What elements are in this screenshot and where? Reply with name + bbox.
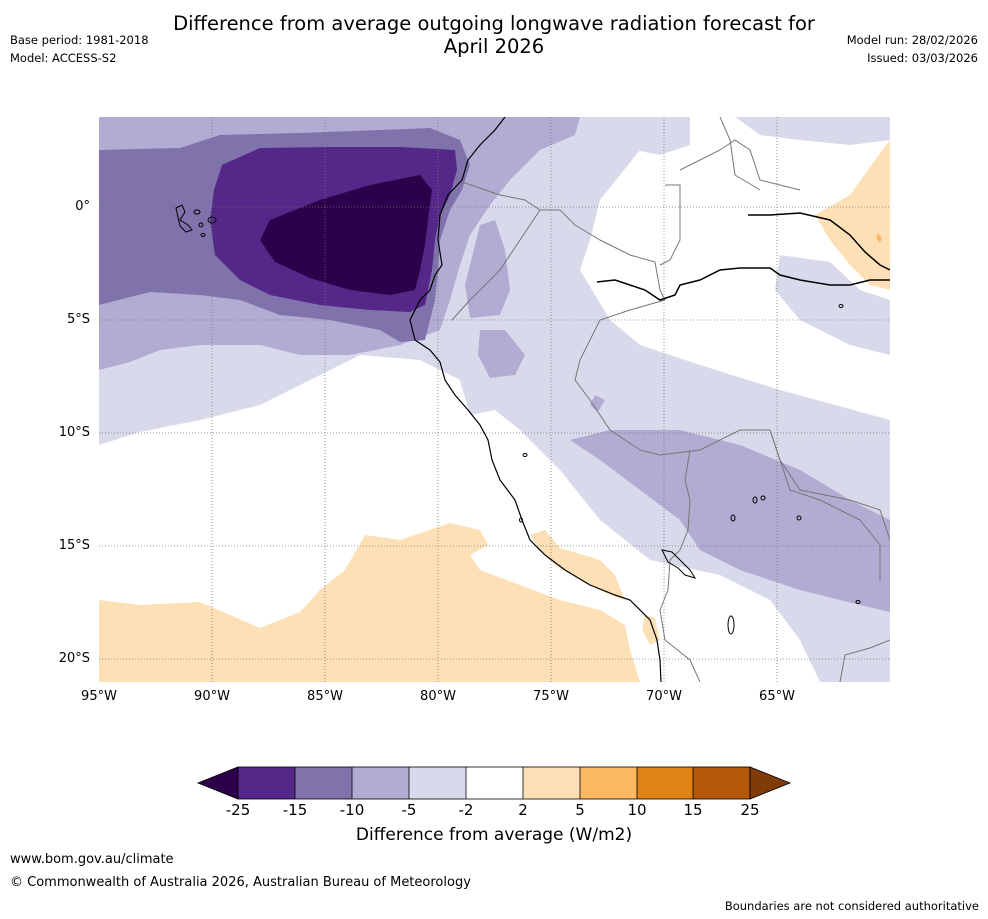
- colorbar: [196, 766, 792, 800]
- colorbar-bin-2: [295, 767, 352, 799]
- anomaly-region-peach-southwest: [99, 523, 640, 682]
- coastline: [409, 117, 662, 682]
- lat-label-20s: 20°S: [58, 651, 90, 666]
- colorbar-tick: -10: [339, 801, 365, 819]
- amazon-river: [596, 267, 890, 301]
- colorbar-tick: 25: [740, 801, 760, 819]
- colorbar-tick: -5: [401, 801, 417, 819]
- bom-url[interactable]: www.bom.gov.au/climate: [10, 852, 174, 867]
- colorbar-tick: -15: [282, 801, 308, 819]
- title-line-1: Difference from average outgoing longwav…: [173, 12, 815, 35]
- lat-label-15s: 15°S: [58, 538, 90, 553]
- anomaly-region-lavender-coast: [478, 330, 525, 378]
- anomaly-region-peach-east: [815, 140, 890, 290]
- lon-label-75w: 75°W: [533, 689, 569, 704]
- colorbar-extend-low: [196, 766, 239, 800]
- lat-label-10s: 10°S: [58, 425, 90, 440]
- colorbar-bin-8: [637, 767, 693, 799]
- colorbar-tick: -2: [458, 801, 474, 819]
- copyright-text: © Commonwealth of Australia 2026, Austra…: [10, 875, 471, 890]
- amazon-river-north: [748, 212, 890, 271]
- disclaimer-text: Boundaries are not considered authoritat…: [724, 899, 979, 913]
- base-period: Base period: 1981-2018: [10, 33, 149, 47]
- lon-label-80w: 80°W: [420, 689, 456, 704]
- lon-label-65w: 65°W: [759, 689, 795, 704]
- map-title: Difference from average outgoing longwav…: [0, 12, 988, 58]
- colorbar-tick: 5: [575, 801, 585, 819]
- colorbar-bin-7: [580, 767, 637, 799]
- lakes: [519, 304, 861, 635]
- anomaly-region-peach-coast: [530, 530, 625, 600]
- anomaly-region-orange-small: [876, 233, 882, 243]
- issued-date: Issued: 03/03/2026: [867, 51, 978, 65]
- colorbar-bin-9: [693, 767, 750, 799]
- colorbar-dividers: [294, 767, 694, 799]
- anomaly-region-light-lavender-north: [630, 117, 690, 155]
- meta-left: Base period: 1981-2018 Model: ACCESS-S2: [10, 31, 149, 67]
- galapagos-islands: [175, 204, 217, 237]
- map-layer: [99, 117, 890, 682]
- colorbar-bin-4: [409, 767, 466, 799]
- lon-label-95w: 95°W: [81, 689, 117, 704]
- colorbar-extend-high: [749, 766, 792, 800]
- colorbar-tick: 15: [683, 801, 703, 819]
- meta-right: Model run: 28/02/2026 Issued: 03/03/2026: [847, 31, 978, 67]
- colorbar-tick: 2: [518, 801, 528, 819]
- colorbar-bin-5: [466, 767, 523, 799]
- model-name: Model: ACCESS-S2: [10, 51, 117, 65]
- country-borders: [451, 117, 890, 682]
- graticule: [99, 117, 890, 682]
- colorbar-tick: 10: [627, 801, 647, 819]
- title-line-2: April 2026: [443, 35, 545, 58]
- colorbar-title: Difference from average (W/m2): [355, 825, 633, 845]
- anomaly-region-lavender-south: [570, 430, 890, 612]
- model-run: Model run: 28/02/2026: [846, 33, 978, 47]
- anomaly-region-lavender-bolivia: [590, 395, 605, 412]
- lon-label-90w: 90°W: [194, 689, 230, 704]
- lon-label-70w: 70°W: [646, 689, 682, 704]
- colorbar-bin-3: [352, 767, 409, 799]
- colorbar-tick: -25: [225, 801, 251, 819]
- lat-label-5s: 5°S: [66, 312, 90, 327]
- colorbar-bin-1: [238, 767, 295, 799]
- lon-label-85w: 85°W: [307, 689, 343, 704]
- lat-label-0: 0°: [75, 199, 90, 214]
- anomaly-region-darkest-purple: [260, 175, 432, 295]
- colorbar-bin-6: [523, 767, 580, 799]
- anomaly-region-light-lavender-ne: [735, 117, 890, 145]
